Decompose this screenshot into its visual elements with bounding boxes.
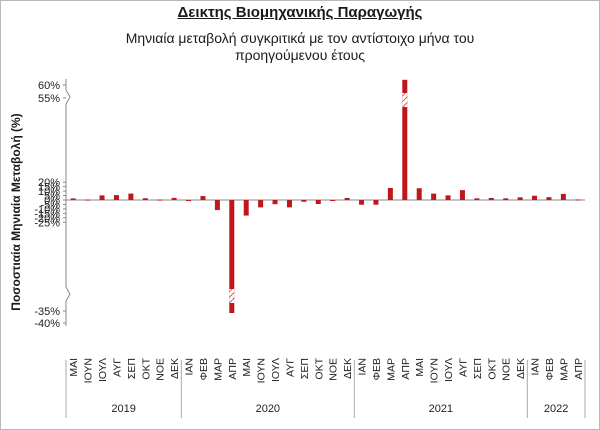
bar-break-hatch xyxy=(402,93,408,107)
y-tick-label: -40% xyxy=(34,318,60,330)
x-tick-label: ΙΑΝ xyxy=(357,358,369,376)
y-axis-break-top xyxy=(65,89,71,105)
x-tick-label: ΙΟΥΝ xyxy=(256,358,268,383)
x-tick-label: ΙΑΝ xyxy=(184,358,196,376)
year-label: 2019 xyxy=(111,403,135,415)
bar xyxy=(431,193,437,200)
bar xyxy=(532,195,538,200)
x-tick-label: ΝΟΕ xyxy=(501,358,513,381)
bar xyxy=(286,200,292,208)
bar xyxy=(344,197,350,200)
y-tick-label: 5% xyxy=(44,191,60,203)
x-tick-label: ΜΑΡ xyxy=(558,358,570,381)
y-tick-label: -10% xyxy=(34,204,60,216)
year-label: 2020 xyxy=(256,403,280,415)
y-tick-label: 0% xyxy=(44,195,60,207)
bar xyxy=(301,200,307,202)
x-tick-label: ΔΕΚ xyxy=(169,358,181,379)
bar xyxy=(416,188,422,200)
y-tick-label: 15% xyxy=(38,182,60,194)
bar xyxy=(445,195,451,200)
bar xyxy=(330,200,336,201)
x-tick-label: ΑΠΡ xyxy=(573,358,585,380)
bar xyxy=(474,198,480,200)
bar xyxy=(157,199,163,201)
bar xyxy=(258,200,264,208)
x-tick-label: ΑΠΡ xyxy=(227,358,239,380)
bar xyxy=(359,200,365,205)
bar xyxy=(85,199,91,201)
x-tick-label: ΔΕΚ xyxy=(342,358,354,379)
y-tick-label: 20% xyxy=(38,177,60,189)
y-tick-label: -15% xyxy=(34,208,60,220)
y-tick-label: -5% xyxy=(40,199,60,211)
x-tick-label: ΙΑΝ xyxy=(530,358,542,376)
x-tick-label: ΟΚΤ xyxy=(313,357,325,379)
bar xyxy=(575,199,581,201)
x-tick-label: ΦΕΒ xyxy=(544,358,556,380)
x-tick-label: ΝΟΕ xyxy=(328,358,340,381)
x-tick-label: ΣΕΠ xyxy=(299,358,311,379)
y-tick-label: -35% xyxy=(34,306,60,318)
bar xyxy=(272,200,278,205)
bar xyxy=(229,200,235,313)
x-tick-label: ΑΠΡ xyxy=(400,358,412,380)
x-tick-label: ΜΑΙ xyxy=(68,358,80,377)
year-label: 2021 xyxy=(429,403,453,415)
x-tick-label: ΣΕΠ xyxy=(126,358,138,379)
y-tick-label: 10% xyxy=(38,186,60,198)
bar xyxy=(560,193,566,200)
bar xyxy=(128,193,134,200)
x-tick-label: ΙΟΥΝ xyxy=(429,358,441,383)
bar xyxy=(99,195,105,200)
chart-title: Δεικτης Βιομηχανικής Παραγωγής xyxy=(177,4,423,21)
bar xyxy=(387,187,393,200)
x-tick-label: ΟΚΤ xyxy=(140,357,152,379)
bar xyxy=(200,196,206,200)
x-tick-label: ΜΑΙ xyxy=(414,358,426,377)
bar xyxy=(142,198,148,200)
y-tick-label: -25% xyxy=(34,217,60,229)
bar xyxy=(488,197,494,200)
y-tick-label: 60% xyxy=(38,80,60,92)
bar xyxy=(503,198,509,200)
y-axis-break-bottom xyxy=(65,286,71,302)
x-tick-label: ΑΥΓ xyxy=(457,358,469,377)
x-tick-label: ΟΚΤ xyxy=(486,357,498,379)
x-tick-label: ΜΑΡ xyxy=(212,358,224,381)
y-tick-label: 55% xyxy=(38,93,60,105)
bar xyxy=(214,200,220,211)
bar xyxy=(373,200,379,205)
x-tick-label: ΙΟΥΝ xyxy=(83,358,95,383)
x-tick-label: ΑΥΓ xyxy=(284,358,296,377)
x-tick-label: ΙΟΥΛ xyxy=(270,358,282,382)
x-tick-label: ΣΕΠ xyxy=(472,358,484,379)
bar xyxy=(546,197,552,200)
x-tick-label: ΙΟΥΛ xyxy=(97,358,109,382)
x-tick-label: ΔΕΚ xyxy=(515,358,527,379)
bar xyxy=(459,190,465,200)
x-tick-label: ΝΟΕ xyxy=(155,358,167,381)
x-tick-label: ΦΕΒ xyxy=(371,358,383,380)
x-tick-label: ΜΑΡ xyxy=(385,358,397,381)
x-tick-label: ΙΟΥΛ xyxy=(443,358,455,382)
bar xyxy=(402,79,408,200)
bar xyxy=(70,198,76,200)
bar-break-hatch xyxy=(229,289,235,303)
bar xyxy=(517,197,523,200)
bar xyxy=(113,195,119,200)
chart-subtitle: Μηνιαία μεταβολή συγκριτικά με τον αντίσ… xyxy=(125,30,475,63)
bar xyxy=(171,197,177,200)
year-label: 2022 xyxy=(544,403,568,415)
x-tick-label: ΑΥΓ xyxy=(111,358,123,377)
y-tick-label: -20% xyxy=(34,213,60,225)
x-tick-label: ΦΕΒ xyxy=(198,358,210,380)
bar xyxy=(243,200,249,216)
bar xyxy=(315,200,321,204)
bar xyxy=(186,200,192,201)
x-tick-label: ΜΑΙ xyxy=(241,358,253,377)
